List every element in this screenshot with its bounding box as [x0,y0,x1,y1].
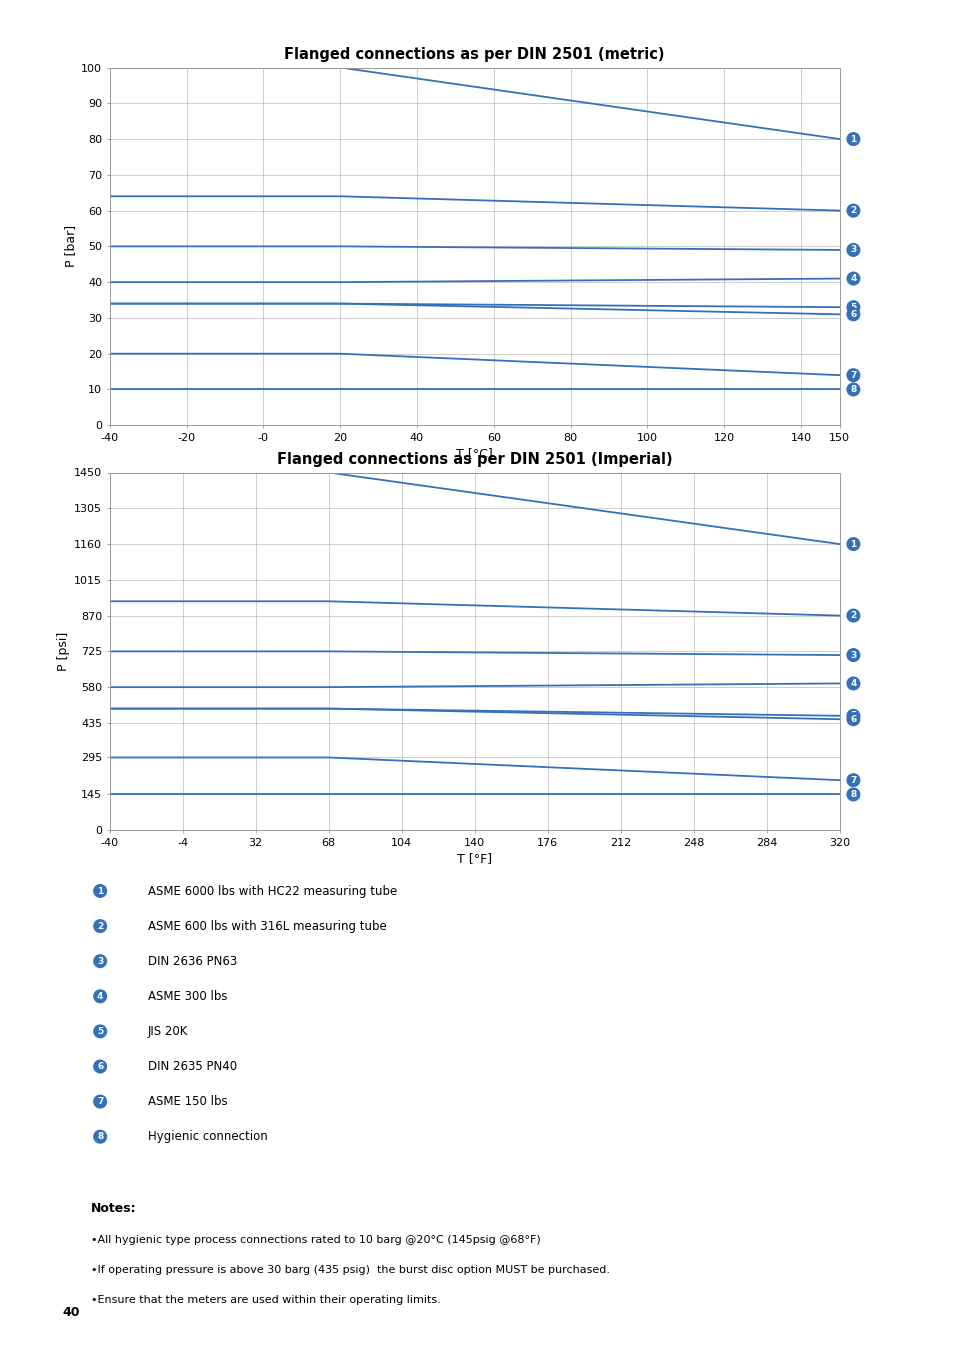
Text: 7: 7 [97,1098,103,1106]
Text: ASME 600 lbs with 316L measuring tube: ASME 600 lbs with 316L measuring tube [148,919,386,933]
Text: 1: 1 [97,887,103,895]
Text: 7: 7 [849,371,856,379]
Text: 4: 4 [849,679,856,688]
Text: 2: 2 [849,612,856,620]
Text: 1: 1 [849,135,856,143]
Text: ASME 150 lbs: ASME 150 lbs [148,1095,227,1108]
Text: 6: 6 [849,310,856,319]
Title: Flanged connections as per DIN 2501 (metric): Flanged connections as per DIN 2501 (met… [284,47,664,62]
Text: •Ensure that the meters are used within their operating limits.: •Ensure that the meters are used within … [91,1295,440,1304]
Text: Hygienic connection: Hygienic connection [148,1130,268,1143]
Text: 8: 8 [849,385,856,394]
Text: 3: 3 [849,651,856,660]
Text: ASME 6000 lbs with HC22 measuring tube: ASME 6000 lbs with HC22 measuring tube [148,884,396,898]
Text: 4: 4 [97,992,103,1000]
Text: 5: 5 [849,302,856,312]
Text: •If operating pressure is above 30 barg (435 psig)  the burst disc option MUST b: •If operating pressure is above 30 barg … [91,1265,609,1274]
Text: 5: 5 [97,1027,103,1035]
Text: 7: 7 [849,776,856,784]
X-axis label: T [°C]: T [°C] [456,447,493,460]
Text: •All hygienic type process connections rated to 10 barg @20°C (145psig @68°F): •All hygienic type process connections r… [91,1235,539,1245]
Title: Flanged connections as per DIN 2501 (Imperial): Flanged connections as per DIN 2501 (Imp… [276,452,672,467]
X-axis label: T [°F]: T [°F] [456,852,492,865]
Text: DIN 2636 PN63: DIN 2636 PN63 [148,954,237,968]
Text: 8: 8 [97,1133,103,1141]
Text: 6: 6 [849,714,856,724]
Y-axis label: P [psi]: P [psi] [57,632,70,671]
Text: 3: 3 [97,957,103,965]
Text: JIS 20K: JIS 20K [148,1025,188,1038]
Text: DIN 2635 PN40: DIN 2635 PN40 [148,1060,236,1073]
Y-axis label: P [bar]: P [bar] [64,225,77,267]
Text: 2: 2 [849,207,856,215]
Text: 3: 3 [849,246,856,254]
Text: Notes:: Notes: [91,1202,136,1215]
Text: 2: 2 [97,922,103,930]
Text: 40: 40 [62,1307,79,1319]
Text: 6: 6 [97,1062,103,1071]
Text: 8: 8 [849,790,856,799]
Text: 5: 5 [849,711,856,721]
Text: 4: 4 [849,274,856,284]
Text: 1: 1 [849,540,856,548]
Text: ASME 300 lbs: ASME 300 lbs [148,990,227,1003]
